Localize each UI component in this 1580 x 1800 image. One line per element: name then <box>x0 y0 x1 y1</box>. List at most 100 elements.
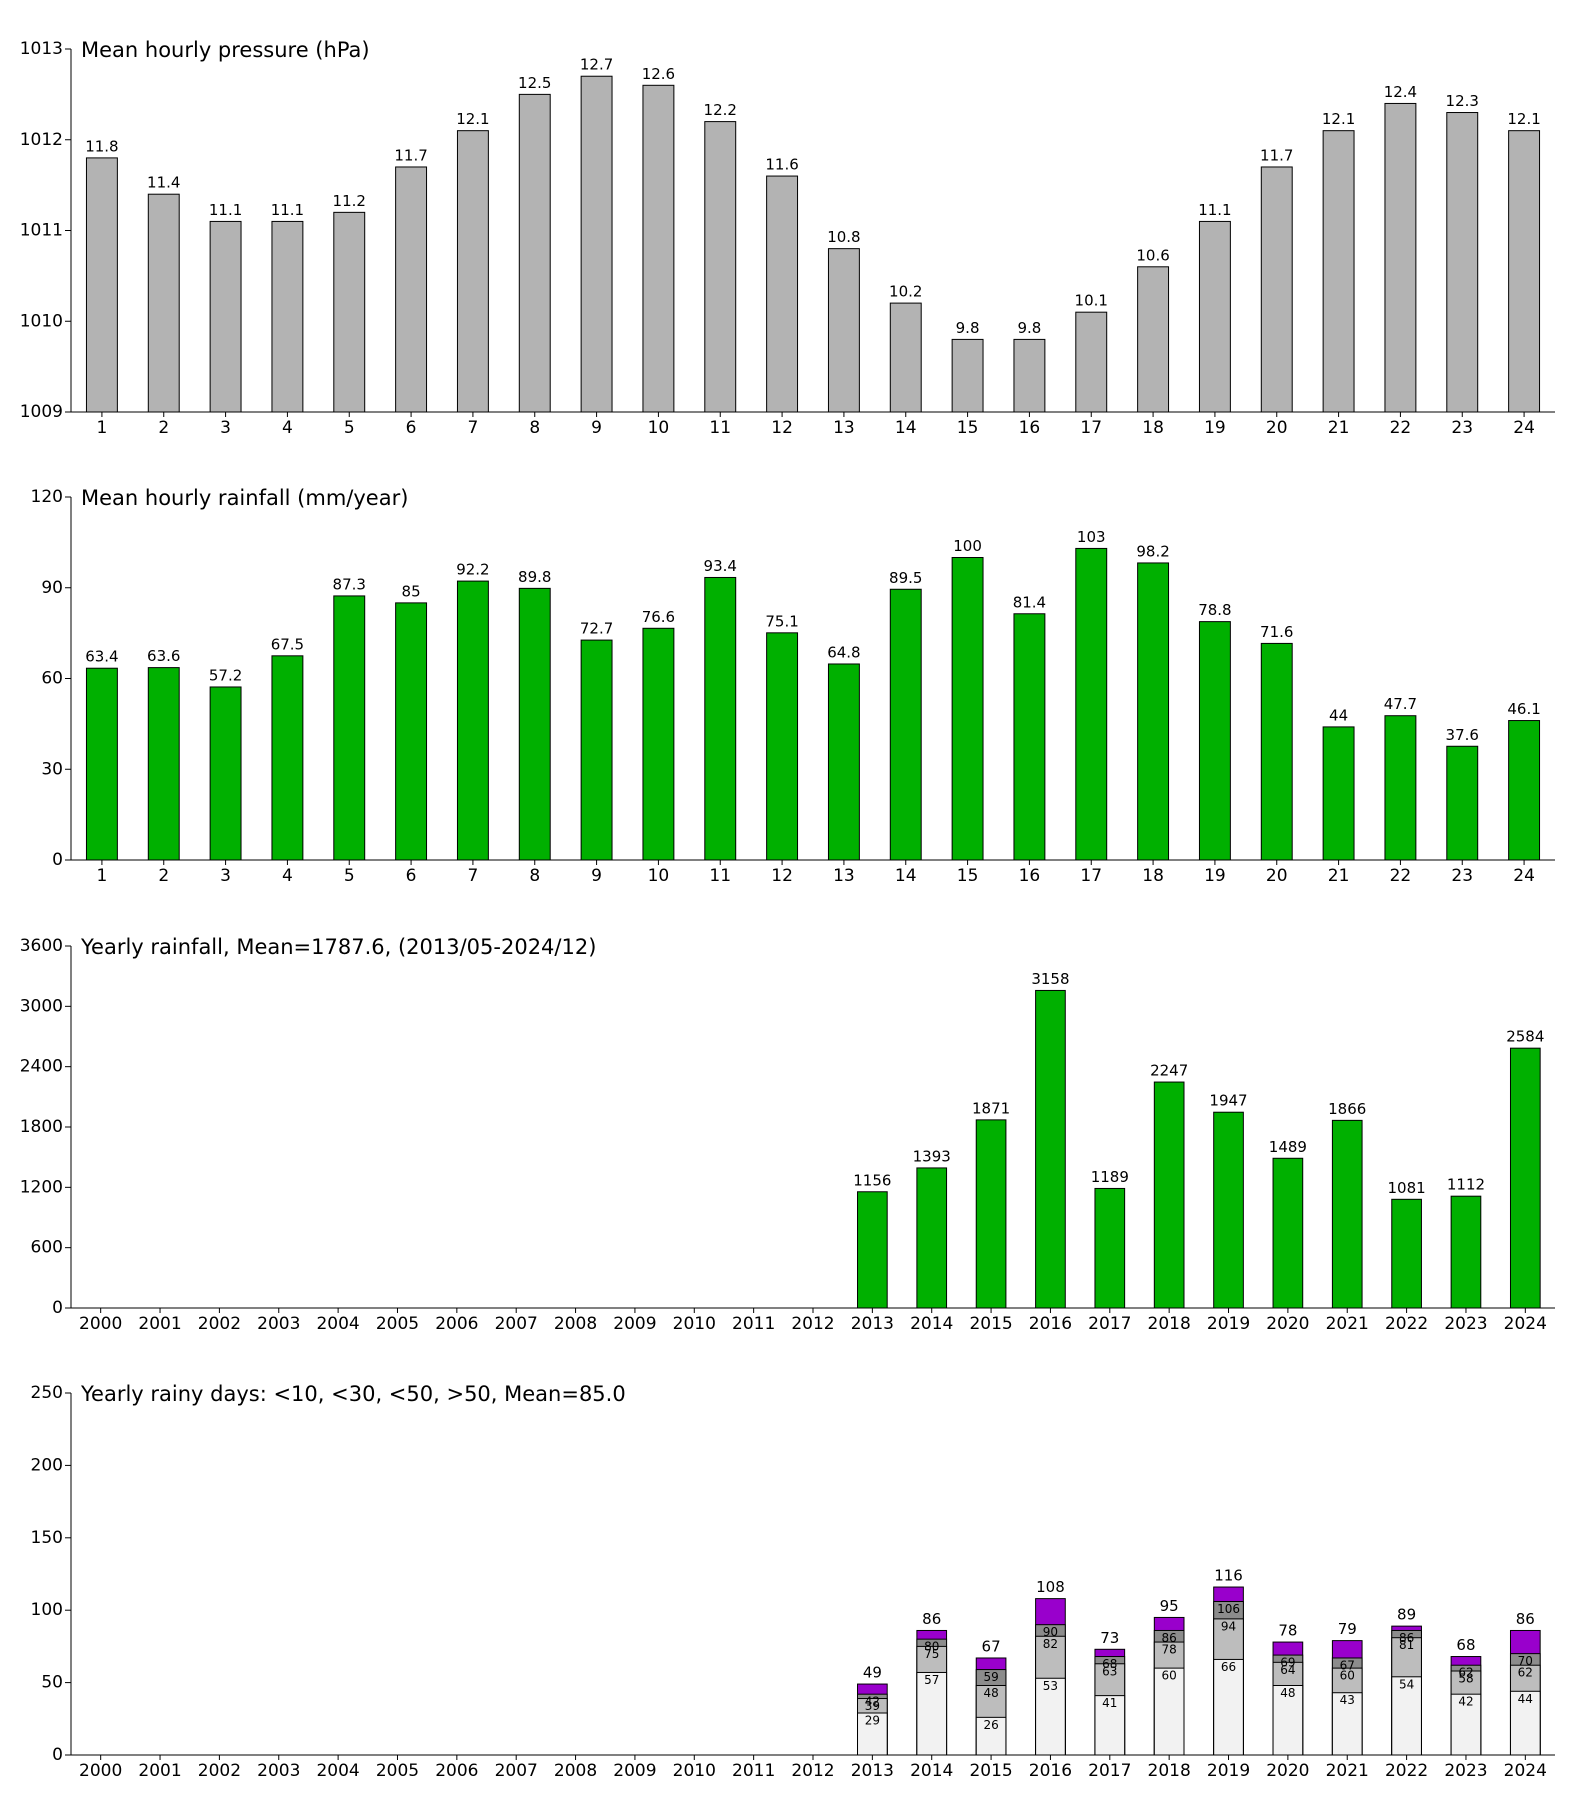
value-label: 12.1 <box>1507 110 1540 128</box>
y-tick-label: 3600 <box>20 936 63 956</box>
x-tick-label: 19 <box>1204 418 1226 438</box>
value-label: 12.5 <box>518 74 551 92</box>
x-tick-label: 10 <box>648 418 670 438</box>
bar <box>1450 1195 1482 1309</box>
value-label: 12.7 <box>580 56 613 74</box>
x-tick-label: 22 <box>1390 418 1412 438</box>
bar <box>1260 166 1293 413</box>
value-label: 43 <box>1340 1693 1355 1707</box>
value-label: 75 <box>924 1647 939 1661</box>
bar-segment <box>1035 1677 1066 1756</box>
value-label: 49 <box>863 1664 882 1682</box>
value-label: 67.5 <box>271 635 304 653</box>
y-tick-label: 90 <box>41 578 63 598</box>
bar <box>766 175 799 413</box>
x-tick-label: 14 <box>895 866 917 886</box>
x-tick-label: 2018 <box>1148 1314 1191 1334</box>
value-label: 11.8 <box>85 137 118 155</box>
x-tick-label: 5 <box>344 418 355 438</box>
bar <box>1322 726 1355 861</box>
x-tick-label: 3 <box>220 418 231 438</box>
value-label: 68 <box>1102 1657 1117 1671</box>
value-label: 10.1 <box>1075 292 1108 310</box>
value-label: 82 <box>1043 1637 1058 1651</box>
bar <box>1013 338 1046 413</box>
bar-segment <box>1094 1695 1126 1756</box>
bar <box>1213 1111 1244 1309</box>
bar-segment <box>1509 1690 1541 1756</box>
x-tick-label: 5 <box>344 866 355 886</box>
x-tick-label: 19 <box>1204 866 1226 886</box>
value-label: 1489 <box>1269 1138 1307 1156</box>
x-tick-label: 1 <box>97 866 108 886</box>
bar <box>1391 1198 1422 1309</box>
x-tick-label: 11 <box>709 418 731 438</box>
x-tick-label: 2005 <box>376 1761 419 1781</box>
value-label: 108 <box>1036 1578 1065 1596</box>
x-tick-label: 24 <box>1513 866 1535 886</box>
x-tick-label: 2007 <box>495 1761 538 1781</box>
value-label: 10.2 <box>889 283 922 301</box>
x-tick-label: 2022 <box>1385 1314 1428 1334</box>
bar <box>1013 613 1046 861</box>
value-label: 1393 <box>913 1147 951 1165</box>
x-tick-label: 4 <box>282 866 293 886</box>
value-label: 71.6 <box>1260 623 1293 641</box>
bar <box>857 1191 888 1309</box>
x-tick-label: 2023 <box>1444 1761 1487 1781</box>
y-tick-label: 1013 <box>20 39 63 59</box>
value-label: 92.2 <box>456 561 489 579</box>
x-tick-label: 2008 <box>554 1761 597 1781</box>
bar <box>704 576 737 861</box>
bar <box>827 248 860 413</box>
bar <box>642 627 675 861</box>
y-tick-label: 50 <box>41 1673 63 1693</box>
value-label: 11.7 <box>394 146 427 164</box>
value-label: 12.4 <box>1384 83 1417 101</box>
bar-segment <box>1153 1667 1185 1756</box>
y-tick-label: 120 <box>31 487 63 507</box>
bar <box>1331 1119 1363 1309</box>
value-label: 2584 <box>1506 1028 1544 1046</box>
y-tick-label: 1012 <box>20 130 63 150</box>
bar-segment <box>1331 1692 1363 1756</box>
y-tick-label: 60 <box>41 669 63 689</box>
y-tick-label: 1800 <box>20 1117 63 1137</box>
value-label: 37.6 <box>1446 726 1479 744</box>
value-label: 62 <box>1458 1666 1473 1680</box>
value-label: 12.2 <box>704 101 737 119</box>
value-label: 78 <box>1278 1622 1297 1640</box>
value-label: 12.3 <box>1446 92 1479 110</box>
bar <box>85 157 118 413</box>
value-label: 64.8 <box>827 643 860 661</box>
x-tick-label: 2021 <box>1326 1761 1369 1781</box>
value-label: 48 <box>983 1686 998 1700</box>
value-label: 11.4 <box>147 174 180 192</box>
bar <box>1094 1187 1126 1309</box>
x-tick-label: 2022 <box>1385 1761 1428 1781</box>
value-label: 62 <box>1518 1666 1533 1680</box>
x-tick-label: 11 <box>709 866 731 886</box>
x-tick-label: 23 <box>1451 418 1473 438</box>
bar <box>395 602 428 861</box>
bar <box>1508 130 1541 413</box>
x-tick-label: 2008 <box>554 1314 597 1334</box>
value-label: 90 <box>1043 1625 1058 1639</box>
value-label: 116 <box>1214 1567 1243 1585</box>
value-label: 85 <box>402 582 421 600</box>
value-label: 11.6 <box>765 156 798 174</box>
x-tick-label: 15 <box>957 418 979 438</box>
bar <box>951 557 984 861</box>
x-tick-label: 2013 <box>851 1314 894 1334</box>
value-label: 9.8 <box>956 319 980 337</box>
value-label: 78.8 <box>1198 601 1231 619</box>
bar <box>1384 102 1417 413</box>
chart-title: Mean hourly pressure (hPa) <box>81 38 370 62</box>
value-label: 93.4 <box>704 557 737 575</box>
value-label: 46.1 <box>1507 700 1540 718</box>
x-tick-label: 1 <box>97 418 108 438</box>
x-tick-label: 2001 <box>138 1761 181 1781</box>
x-tick-label: 21 <box>1328 418 1350 438</box>
value-label: 81.4 <box>1013 593 1046 611</box>
